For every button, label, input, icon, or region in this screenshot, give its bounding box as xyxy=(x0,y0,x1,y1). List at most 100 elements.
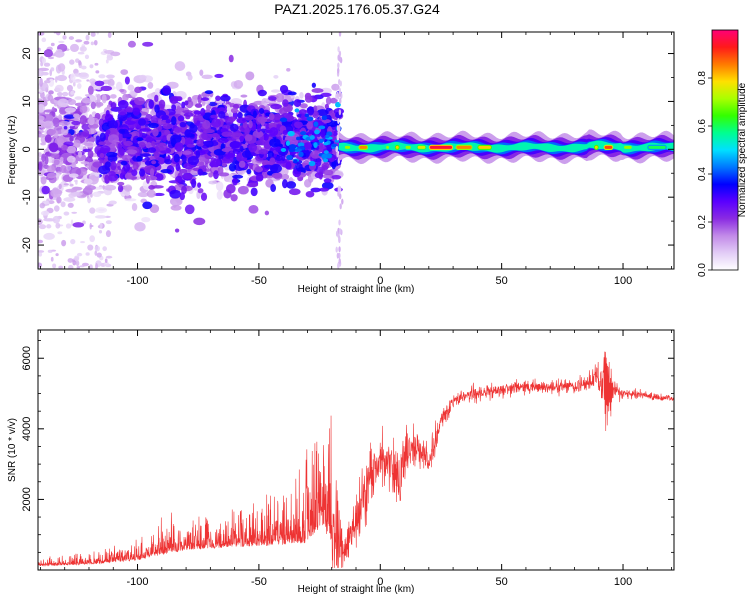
spectro-blob xyxy=(320,87,332,94)
spectro-blob xyxy=(43,120,54,129)
spectro-blob xyxy=(57,231,63,235)
spectro-blob xyxy=(100,145,111,153)
spectro-blob xyxy=(316,157,322,167)
spectro-blob xyxy=(279,84,289,94)
spectro-blob xyxy=(76,266,81,269)
colorbar-ticks: 0.0 0.2 0.4 0.6 0.8 xyxy=(697,71,712,277)
band-core-bright xyxy=(359,145,368,149)
spectro-blob xyxy=(78,150,83,158)
spectro-blob xyxy=(254,166,263,173)
spectro-blob xyxy=(58,121,71,126)
spectro-blob xyxy=(141,216,151,223)
spectro-blob xyxy=(47,200,55,205)
colorbar-tick-label: 0.4 xyxy=(697,167,708,181)
spectro-blob xyxy=(38,161,43,172)
spectro-blob xyxy=(202,119,211,130)
spectro-blob xyxy=(38,70,44,77)
spectro-blob xyxy=(221,162,227,167)
spectro-streak xyxy=(338,228,342,235)
spectro-blob xyxy=(124,184,133,192)
spectro-streak xyxy=(338,109,342,116)
spectro-blob xyxy=(110,160,117,171)
spectro-blob xyxy=(52,263,57,269)
spectro-blob xyxy=(304,95,313,103)
spectro-blob xyxy=(175,175,183,183)
spectro-blob xyxy=(117,181,125,186)
spectro-blob xyxy=(118,108,127,116)
spectro-blob xyxy=(79,115,88,126)
spectro-blob xyxy=(57,63,66,72)
spectro-blob xyxy=(94,215,107,219)
spectro-blob xyxy=(170,205,182,211)
spectro-blob xyxy=(288,144,297,150)
spectro-blob xyxy=(44,155,49,165)
spectro-blob xyxy=(64,107,76,113)
spectro-blob xyxy=(148,184,156,190)
spectro-blob xyxy=(142,201,153,210)
spectro-blob xyxy=(195,150,201,158)
spectro-blob xyxy=(55,222,61,229)
spectro-blob xyxy=(208,172,214,178)
spectro-blob xyxy=(258,107,265,114)
colorbar-label: Normalized spectral amplitude xyxy=(737,82,748,217)
spectro-blob xyxy=(318,187,330,192)
spectro-streak xyxy=(341,198,344,205)
spectro-blob xyxy=(154,173,164,181)
spectro-blob xyxy=(318,142,324,151)
spectro-blob xyxy=(75,179,78,185)
spectro-blob xyxy=(184,100,189,106)
spectro-streak xyxy=(337,62,340,69)
spectro-blob xyxy=(286,181,297,189)
spectro-blob xyxy=(132,161,139,171)
spectro-blob xyxy=(201,97,210,102)
spectro-blob xyxy=(59,164,67,174)
spectro-blob xyxy=(321,115,328,121)
spectro-blob xyxy=(196,138,205,147)
spectro-blob xyxy=(218,154,223,159)
spectro-blob xyxy=(86,79,90,82)
spectro-blob xyxy=(38,252,43,257)
spectro-blob xyxy=(131,203,138,212)
spectro-streak xyxy=(338,32,342,37)
spectro-blob xyxy=(151,140,156,147)
spectro-streak xyxy=(338,235,341,242)
spectro-blob xyxy=(282,129,288,136)
spectro-blob xyxy=(311,88,324,93)
spectro-blob xyxy=(323,141,329,146)
spectro-streak xyxy=(338,219,341,226)
spectro-blob xyxy=(287,130,295,137)
spectro-blob xyxy=(122,93,129,101)
spectro-blob xyxy=(158,142,168,151)
spectro-blob xyxy=(182,173,193,180)
spectro-blob xyxy=(62,91,69,97)
spectro-blob xyxy=(127,84,135,91)
spectro-blob xyxy=(197,94,203,104)
spectro-blob xyxy=(56,196,62,204)
band-core-bright xyxy=(429,145,453,149)
spectro-blob xyxy=(139,74,147,81)
spectro-blob xyxy=(38,250,45,253)
spectro-blob xyxy=(48,90,54,95)
y-tick-label: 0 xyxy=(21,146,33,152)
spectro-blob xyxy=(184,129,192,138)
y-tick-label: -10 xyxy=(21,189,33,205)
spectro-blob xyxy=(225,152,236,158)
spectro-blob xyxy=(40,176,47,185)
spectro-streak xyxy=(335,84,339,91)
spectro-blob xyxy=(39,77,43,88)
spectro-blob xyxy=(258,149,269,155)
y-tick-label: 2000 xyxy=(21,487,33,511)
spectro-blob xyxy=(229,123,239,132)
band-core-bright xyxy=(478,145,491,149)
spectro-blob xyxy=(38,224,47,230)
spectro-blob xyxy=(257,116,268,124)
spectro-blob xyxy=(87,150,94,159)
spectro-blob xyxy=(124,172,133,180)
spectro-blob xyxy=(314,129,320,135)
band-core-bright xyxy=(395,145,399,149)
spectro-blob xyxy=(72,79,82,83)
spectro-blob xyxy=(331,143,338,148)
spectro-blob xyxy=(154,104,160,113)
spectro-blob xyxy=(313,121,319,127)
spectro-blob xyxy=(245,71,255,81)
